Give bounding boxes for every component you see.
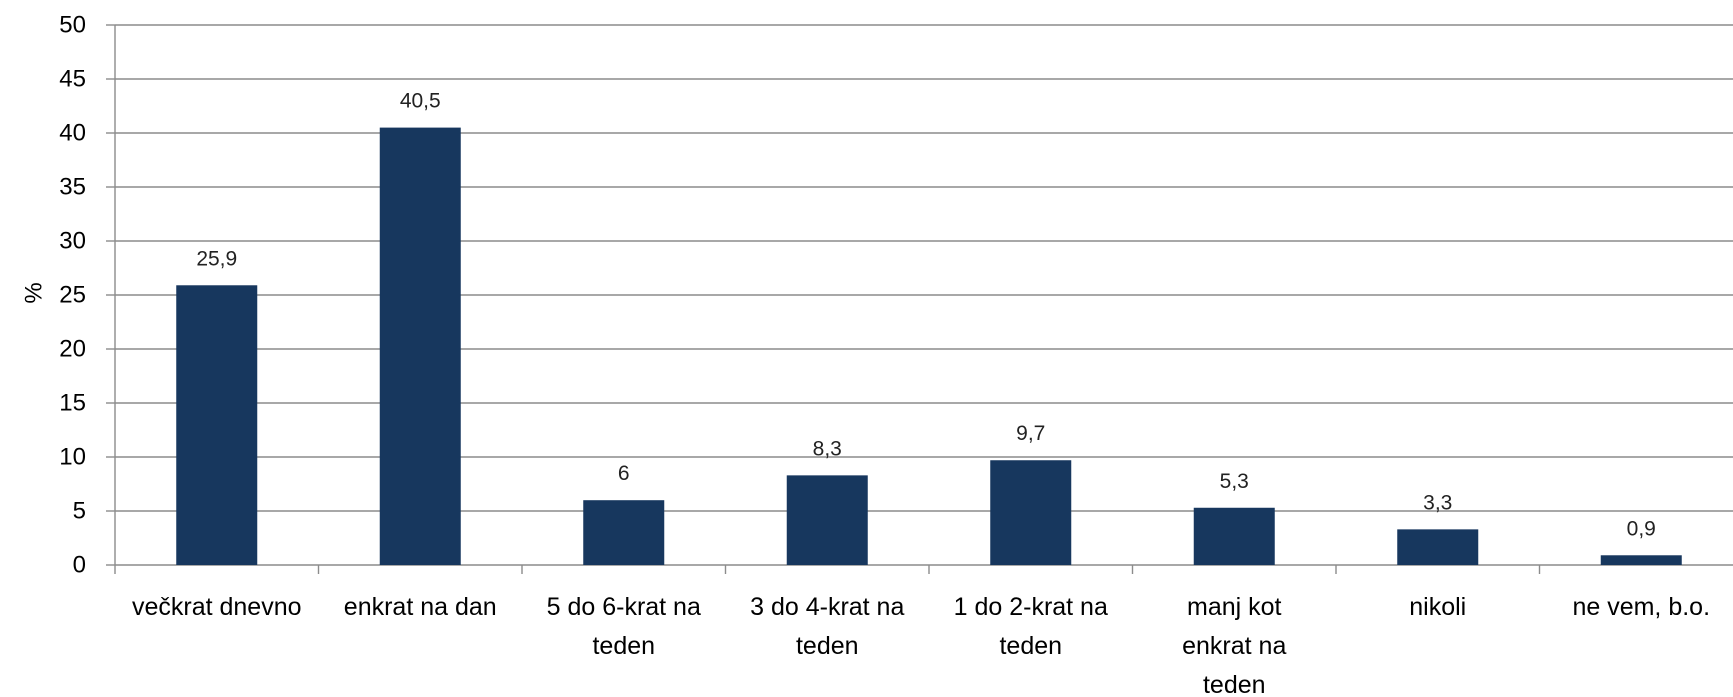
data-label: 5,3	[1220, 470, 1249, 493]
x-tick-label: manj kot enkrat na teden	[1182, 593, 1286, 697]
bar	[176, 285, 258, 565]
y-axis-title: %	[21, 282, 48, 303]
data-label: 25,9	[196, 247, 237, 270]
data-label: 3,3	[1423, 491, 1452, 514]
bars	[176, 127, 1682, 565]
bar	[1600, 555, 1682, 565]
y-tick-label: 15	[59, 390, 86, 417]
x-tick-label: večkrat dnevno	[132, 593, 302, 621]
category-labels: večkrat dnevno enkrat na dan 5 do 6-krat n…	[132, 593, 1710, 697]
x-tick-label: 3 do 4-krat na teden	[750, 593, 904, 660]
bar	[1397, 529, 1479, 565]
x-tick-label: nikoli	[1409, 593, 1466, 621]
data-label: 40,5	[400, 90, 441, 113]
y-tick-label: 40	[59, 120, 86, 147]
x-tick-label: 5 do 6-krat na teden	[547, 593, 701, 660]
y-tick-label: 50	[59, 12, 86, 39]
data-label: 8,3	[813, 437, 842, 460]
gridlines	[115, 24, 1733, 566]
bar	[786, 475, 868, 565]
x-tick-label: enkrat na dan	[344, 593, 497, 621]
y-tick-label: 30	[59, 228, 86, 255]
y-tick-label: 20	[59, 336, 86, 363]
data-labels: 25,9 40,5 6 8,3 9,7 5,3 3,3 0,9	[196, 90, 1656, 541]
data-label: 0,9	[1627, 517, 1656, 540]
y-tick-label: 25	[59, 282, 86, 309]
x-tick-label: ne vem, b.o.	[1572, 593, 1710, 621]
bar	[379, 127, 461, 565]
y-tick-label: 10	[59, 444, 86, 471]
y-tick-label: 5	[73, 498, 86, 525]
x-tick-label: 1 do 2-krat na teden	[954, 593, 1108, 660]
y-tick-label: 45	[59, 66, 86, 93]
axes: 0 5 10 15 20 25 30 35 40 45 50	[59, 12, 1541, 579]
bar	[990, 460, 1072, 565]
y-tick-label: 35	[59, 174, 86, 201]
data-label: 9,7	[1016, 422, 1045, 445]
y-tick-label: 0	[73, 552, 86, 579]
data-label: 6	[618, 462, 630, 485]
bar	[583, 500, 665, 565]
bar	[1193, 507, 1275, 565]
